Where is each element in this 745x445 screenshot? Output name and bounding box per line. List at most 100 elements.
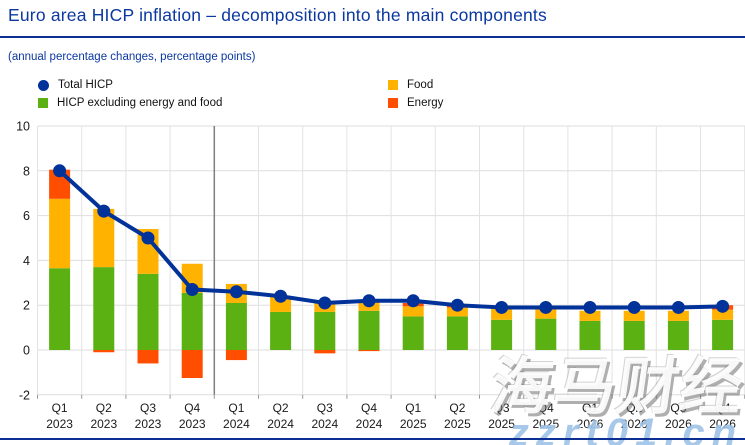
data-point bbox=[141, 231, 155, 245]
bar-segment-hicp-excluding-energy-and-food bbox=[314, 311, 336, 350]
x-tick-label: Q4 bbox=[184, 401, 200, 415]
x-tick-label-year: 2025 bbox=[444, 417, 471, 431]
x-tick-label-year: 2026 bbox=[709, 417, 736, 431]
x-tick-label-year: 2024 bbox=[223, 417, 250, 431]
x-tick-label-year: 2023 bbox=[179, 417, 206, 431]
bar-segment-hicp-excluding-energy-and-food bbox=[535, 318, 557, 350]
legend-item: Energy bbox=[388, 94, 443, 112]
x-tick-label: Q1 bbox=[582, 401, 598, 415]
data-point bbox=[53, 164, 67, 178]
page-title: Euro area HICP inflation – decomposition… bbox=[8, 5, 547, 25]
x-tick-label: Q2 bbox=[273, 401, 289, 415]
x-tick-label-year: 2026 bbox=[665, 417, 692, 431]
y-tick-label: 6 bbox=[23, 209, 30, 223]
x-tick-label-year: 2025 bbox=[488, 417, 515, 431]
legend-item: Total HICP bbox=[38, 76, 222, 94]
bar-segment-hicp-excluding-energy-and-food bbox=[49, 268, 71, 350]
x-tick-label: Q1 bbox=[405, 401, 421, 415]
x-tick-label-year: 2026 bbox=[621, 417, 648, 431]
x-tick-label-year: 2024 bbox=[356, 417, 383, 431]
bar-segment-hicp-excluding-energy-and-food bbox=[93, 267, 115, 350]
bar-segment-food bbox=[623, 310, 645, 321]
legend-column-left: Total HICP HICP excluding energy and food bbox=[38, 76, 222, 112]
x-tick-label: Q4 bbox=[361, 401, 377, 415]
bar-segment-hicp-excluding-energy-and-food bbox=[667, 320, 689, 350]
y-tick-label: 4 bbox=[23, 254, 30, 268]
legend-label: Food bbox=[407, 79, 434, 91]
data-point bbox=[362, 294, 376, 308]
bar-segment-hicp-excluding-energy-and-food bbox=[137, 273, 159, 350]
legend-label: Total HICP bbox=[58, 79, 113, 91]
data-point bbox=[716, 299, 730, 313]
bar-segment-food bbox=[667, 310, 689, 321]
chart-subtitle: (annual percentage changes, percentage p… bbox=[8, 51, 256, 63]
legend-square-icon bbox=[388, 98, 398, 108]
x-tick-label-year: 2023 bbox=[90, 417, 117, 431]
x-tick-label: Q3 bbox=[317, 401, 333, 415]
bar-segment-hicp-excluding-energy-and-food bbox=[446, 316, 468, 350]
x-tick-label-year: 2023 bbox=[135, 417, 162, 431]
data-point bbox=[318, 296, 332, 310]
bar-segment-food bbox=[93, 208, 115, 268]
bar-segment-hicp-excluding-energy-and-food bbox=[358, 310, 380, 350]
legend-item: HICP excluding energy and food bbox=[38, 94, 222, 112]
y-tick-label: 0 bbox=[23, 344, 30, 358]
x-tick-label: Q2 bbox=[626, 401, 642, 415]
y-tick-label: 8 bbox=[23, 164, 30, 178]
bar-segment-hicp-excluding-energy-and-food bbox=[402, 316, 424, 350]
legend-column-right: Food Energy bbox=[388, 76, 443, 112]
legend-item: Food bbox=[388, 76, 443, 94]
bar-segment-food bbox=[712, 309, 734, 320]
data-point bbox=[539, 300, 553, 314]
x-tick-label: Q2 bbox=[96, 401, 112, 415]
bar-segment-hicp-excluding-energy-and-food bbox=[623, 320, 645, 350]
legend-square-icon bbox=[38, 98, 48, 108]
bar-segment-food bbox=[446, 307, 468, 317]
x-tick-label-year: 2025 bbox=[532, 417, 559, 431]
bar-segment-hicp-excluding-energy-and-food bbox=[225, 302, 247, 350]
bar-segment-hicp-excluding-energy-and-food bbox=[181, 292, 203, 350]
data-point bbox=[495, 300, 509, 314]
title-underline bbox=[0, 36, 745, 38]
bar-segment-food bbox=[402, 306, 424, 317]
data-point bbox=[671, 300, 685, 314]
data-point bbox=[627, 300, 641, 314]
y-tick-label: -2 bbox=[19, 388, 30, 402]
x-tick-label-year: 2024 bbox=[311, 417, 338, 431]
bar-segment-food bbox=[270, 296, 292, 312]
x-tick-label-year: 2023 bbox=[46, 417, 73, 431]
x-tick-label: Q2 bbox=[449, 401, 465, 415]
x-tick-label-year: 2025 bbox=[400, 417, 427, 431]
x-tick-label: Q1 bbox=[52, 401, 68, 415]
bar-segment-energy bbox=[358, 350, 380, 352]
bar-segment-food bbox=[491, 308, 513, 320]
x-tick-label: Q3 bbox=[670, 401, 686, 415]
bar-segment-energy bbox=[225, 350, 247, 361]
data-point bbox=[583, 300, 597, 314]
x-tick-label: Q4 bbox=[715, 401, 731, 415]
data-point bbox=[185, 283, 199, 297]
bar-segment-hicp-excluding-energy-and-food bbox=[270, 311, 292, 350]
x-tick-label: Q3 bbox=[494, 401, 510, 415]
x-tick-label-year: 2026 bbox=[577, 417, 604, 431]
y-tick-label: 10 bbox=[16, 120, 30, 134]
bar-segment-hicp-excluding-energy-and-food bbox=[579, 320, 601, 350]
x-tick-label-year: 2024 bbox=[267, 417, 294, 431]
bar-segment-food bbox=[579, 310, 601, 321]
data-point bbox=[229, 285, 243, 299]
data-point bbox=[450, 298, 464, 312]
legend-label: Energy bbox=[407, 97, 444, 109]
data-point bbox=[97, 204, 111, 218]
data-point bbox=[274, 289, 288, 303]
bottom-border-rule bbox=[0, 438, 745, 440]
bar-segment-hicp-excluding-energy-and-food bbox=[491, 319, 513, 350]
bar-segment-hicp-excluding-energy-and-food bbox=[712, 319, 734, 350]
bar-segment-energy bbox=[137, 350, 159, 364]
legend-square-icon bbox=[388, 80, 398, 90]
x-tick-label: Q1 bbox=[228, 401, 244, 415]
bar-segment-energy bbox=[93, 350, 115, 353]
data-point bbox=[406, 294, 420, 308]
x-tick-label: Q4 bbox=[538, 401, 554, 415]
legend-dot-icon bbox=[38, 79, 49, 91]
